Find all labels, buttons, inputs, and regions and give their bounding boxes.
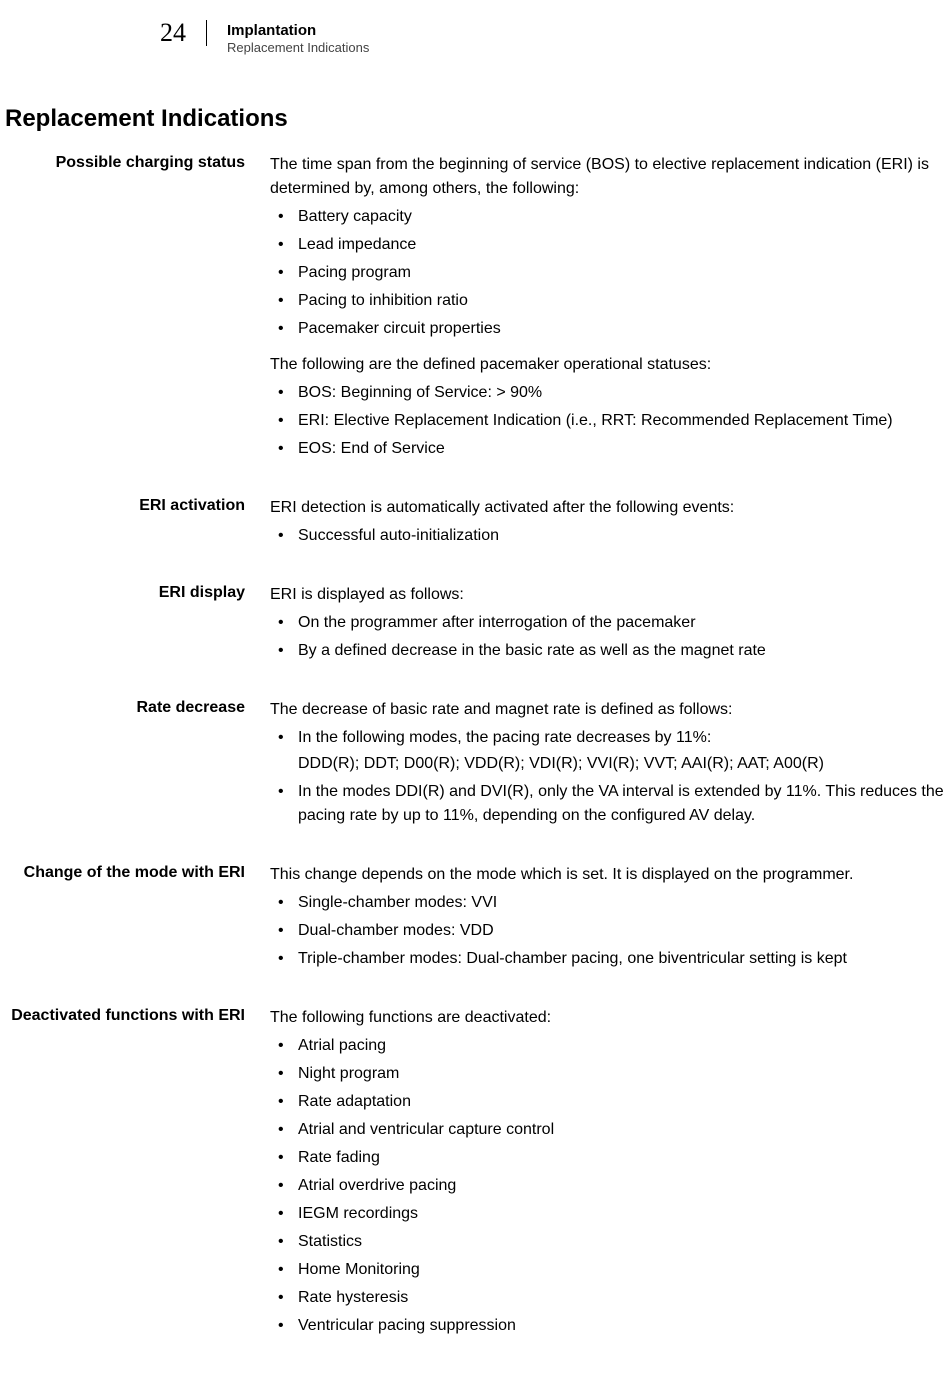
list-item: In the following modes, the pacing rate … <box>270 726 951 750</box>
content-row: Deactivated functions with ERIThe follow… <box>0 1006 951 1348</box>
row-content: ERI is displayed as follows: On the progr… <box>270 583 951 673</box>
list-item: Night program <box>270 1062 951 1086</box>
content-row: Rate decreaseThe decrease of basic rate … <box>0 698 951 838</box>
bullet-list: Battery capacity Lead impedance Pacing pro… <box>270 205 951 341</box>
list-item: Atrial pacing <box>270 1034 951 1058</box>
list-item: ERI: Elective Replacement Indication (i.… <box>270 409 951 433</box>
list-item: Pacemaker circuit properties <box>270 317 951 341</box>
list-item: Pacing to inhibition ratio <box>270 289 951 313</box>
list-item: By a defined decrease in the basic rate … <box>270 639 951 663</box>
list-item: BOS: Beginning of Service: > 90% <box>270 381 951 405</box>
paragraph: The following functions are deactivated: <box>270 1006 951 1030</box>
paragraph: ERI is displayed as follows: <box>270 583 951 607</box>
paragraph: The time span from the beginning of serv… <box>270 153 951 201</box>
list-item: Statistics <box>270 1230 951 1254</box>
header-titles: Implantation Replacement Indications <box>207 20 369 55</box>
row-label: Rate decrease <box>0 698 270 838</box>
row-content: The decrease of basic rate and magnet ra… <box>270 698 951 838</box>
list-item: Rate adaptation <box>270 1090 951 1114</box>
bullet-list: On the programmer after interrogation of… <box>270 611 951 663</box>
list-item-main: In the following modes, the pacing rate … <box>298 729 711 746</box>
row-label: Possible charging status <box>0 153 270 471</box>
row-label: Deactivated functions with ERI <box>0 1006 270 1348</box>
page-header: 24 Implantation Replacement Indications <box>0 0 951 75</box>
bullet-list: Atrial pacing Night program Rate adaptatio… <box>270 1034 951 1338</box>
header-title-main: Implantation <box>227 22 369 39</box>
list-item: EOS: End of Service <box>270 437 951 461</box>
bullet-list: Successful auto-initialization <box>270 524 951 548</box>
list-item: Ventricular pacing suppression <box>270 1314 951 1338</box>
content-row: ERI displayERI is displayed as follows: O… <box>0 583 951 673</box>
list-item: On the programmer after interrogation of… <box>270 611 951 635</box>
list-item: Successful auto-initialization <box>270 524 951 548</box>
list-item: Rate fading <box>270 1146 951 1170</box>
row-content: This change depends on the mode which is… <box>270 863 951 981</box>
list-item: Battery capacity <box>270 205 951 229</box>
row-content: The following functions are deactivated:… <box>270 1006 951 1348</box>
row-label: Change of the mode with ERI <box>0 863 270 981</box>
paragraph: ERI detection is automatically activated… <box>270 496 951 520</box>
bullet-list: BOS: Beginning of Service: > 90% ERI: Ele… <box>270 381 951 461</box>
list-item: In the modes DDI(R) and DVI(R), only the… <box>270 780 951 828</box>
list-item: Triple-chamber modes: Dual-chamber pacin… <box>270 947 951 971</box>
row-label: ERI display <box>0 583 270 673</box>
list-item: Single-chamber modes: VVI <box>270 891 951 915</box>
row-content: ERI detection is automatically activated… <box>270 496 951 558</box>
paragraph: The decrease of basic rate and magnet ra… <box>270 698 951 722</box>
page-number: 24 <box>160 20 207 46</box>
paragraph: The following are the defined pacemaker … <box>270 353 951 377</box>
row-content: The time span from the beginning of serv… <box>270 153 951 471</box>
list-item: Pacing program <box>270 261 951 285</box>
bullet-list: In the following modes, the pacing rate … <box>270 726 951 828</box>
list-item-sub: DDD(R); DDT; D00(R); VDD(R); VDI(R); VVI… <box>270 752 951 776</box>
content-row: Possible charging statusThe time span fr… <box>0 153 951 471</box>
paragraph: This change depends on the mode which is… <box>270 863 951 887</box>
list-item: Rate hysteresis <box>270 1286 951 1310</box>
header-title-sub: Replacement Indications <box>227 40 369 55</box>
row-label: ERI activation <box>0 496 270 558</box>
content-row: Change of the mode with ERIThis change d… <box>0 863 951 981</box>
list-item: Atrial and ventricular capture control <box>270 1118 951 1142</box>
sections-container: Possible charging statusThe time span fr… <box>0 153 951 1348</box>
bullet-list: Single-chamber modes: VVI Dual-chamber mo… <box>270 891 951 971</box>
list-item-main: In the modes DDI(R) and DVI(R), only the… <box>298 783 944 824</box>
section-title: Replacement Indications <box>0 105 951 153</box>
content-row: ERI activationERI detection is automatic… <box>0 496 951 558</box>
list-item: Dual-chamber modes: VDD <box>270 919 951 943</box>
list-item: IEGM recordings <box>270 1202 951 1226</box>
list-item: Lead impedance <box>270 233 951 257</box>
list-item: Atrial overdrive pacing <box>270 1174 951 1198</box>
list-item: Home Monitoring <box>270 1258 951 1282</box>
